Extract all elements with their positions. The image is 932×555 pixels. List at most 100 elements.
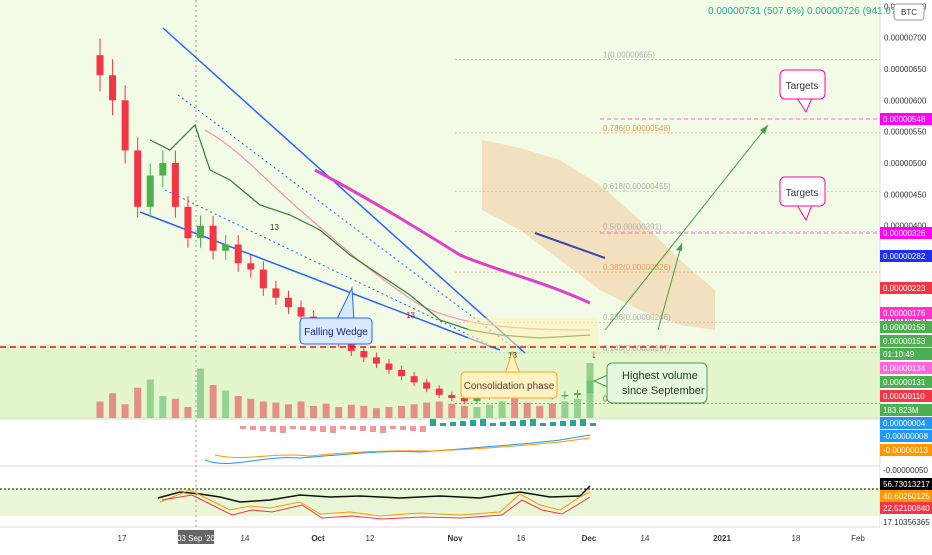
volume-bar bbox=[561, 401, 569, 418]
candle-body bbox=[272, 288, 280, 298]
consolidation-zone bbox=[468, 318, 598, 346]
price-badge-bg bbox=[880, 516, 932, 528]
osc-bar bbox=[530, 419, 536, 426]
candle-body bbox=[423, 382, 431, 389]
osc-bar bbox=[590, 423, 596, 426]
candle-body bbox=[398, 369, 406, 377]
volume-bar bbox=[523, 402, 531, 418]
price-badge: 183.823M bbox=[883, 406, 919, 415]
price-badge: 0.00000004 bbox=[883, 419, 926, 428]
candle-body bbox=[234, 244, 242, 264]
falling-wedge-label: Falling Wedge bbox=[304, 327, 368, 338]
price-badge: 0.00000110 bbox=[883, 392, 925, 401]
price-badge-bg bbox=[880, 502, 932, 514]
volume-bar bbox=[197, 368, 205, 418]
volume-bar bbox=[360, 405, 368, 418]
price-badge-bg bbox=[880, 362, 932, 374]
candle-body bbox=[247, 263, 255, 270]
volume-bar bbox=[247, 398, 255, 418]
price-axis[interactable]: 0.000007500.000007000.000006500.00000600… bbox=[884, 2, 927, 324]
price-badge: 0.00000548 bbox=[883, 115, 926, 124]
volume-bar bbox=[372, 408, 380, 418]
price-tick-label: 0.00000650 bbox=[884, 65, 927, 74]
osc-bar bbox=[390, 426, 396, 429]
volume-bar bbox=[335, 407, 343, 418]
candle-body bbox=[473, 396, 481, 402]
price-badge-bg bbox=[880, 227, 932, 239]
falling-wedge-callout[interactable]: Falling Wedge bbox=[299, 286, 373, 345]
price-tick-label: 0.00000400 bbox=[884, 222, 927, 231]
symbol-badge: BTC bbox=[901, 8, 917, 17]
price-tick-label: 0.00000700 bbox=[884, 34, 927, 43]
osc-bar bbox=[430, 419, 436, 426]
price-badge-bg bbox=[880, 444, 932, 456]
price-tick-label: 0.00000450 bbox=[884, 190, 927, 199]
osc-bar bbox=[460, 421, 466, 426]
consolidation-label: Consolidation phase bbox=[464, 381, 555, 392]
candle-body bbox=[222, 244, 230, 251]
fib-level-label: 0.148(0.00000197) bbox=[603, 344, 671, 353]
volume-bar bbox=[573, 398, 581, 418]
osc-bar bbox=[250, 426, 256, 430]
volume-bar bbox=[134, 387, 142, 418]
volume-bar bbox=[310, 405, 318, 418]
volume-bar bbox=[435, 401, 443, 418]
price-tick-label: 0.00000600 bbox=[884, 96, 927, 105]
projection-arrowhead-long bbox=[760, 125, 768, 134]
candle-body bbox=[284, 297, 292, 308]
price-badge-bg bbox=[880, 376, 932, 388]
osc-bar bbox=[380, 426, 386, 433]
price-badge-bg bbox=[880, 282, 932, 294]
osc-bar bbox=[260, 426, 266, 431]
volume-bar bbox=[284, 404, 292, 418]
osc-bar bbox=[410, 426, 416, 431]
volume-bar bbox=[171, 398, 179, 418]
osc-bar bbox=[310, 426, 316, 431]
projection-arrowhead-short bbox=[676, 243, 682, 251]
volume-bar bbox=[234, 396, 242, 418]
time-axis[interactable]: 17 03 Sep '20 14 Oct 12 Nov 16 Dec 14 2021 18 Feb bbox=[118, 530, 866, 544]
candle-body bbox=[184, 206, 192, 239]
price-tick-label: 0.00000500 bbox=[884, 159, 927, 168]
candle-body bbox=[372, 357, 380, 364]
time-axis-label: Dec bbox=[582, 534, 597, 543]
price-badge: 0.00000158 bbox=[883, 323, 926, 332]
fib-level-label: 0.382(0.00000326) bbox=[603, 263, 671, 272]
time-axis-label: Nov bbox=[447, 534, 463, 543]
candle-body bbox=[460, 398, 468, 402]
targets-callout-mid[interactable]: Targets bbox=[779, 176, 826, 222]
time-axis-highlight bbox=[178, 530, 214, 544]
volume-bar bbox=[511, 396, 519, 418]
symbol-badge-box[interactable] bbox=[893, 3, 925, 21]
volume-bar bbox=[485, 404, 493, 418]
time-axis-label: 17 bbox=[118, 534, 127, 543]
volume-bar bbox=[398, 405, 406, 418]
consolidation-callout[interactable]: Consolidation phase bbox=[460, 350, 558, 399]
stoch-line-black bbox=[157, 485, 591, 503]
highest-volume-callout[interactable]: Highest volume since September bbox=[592, 362, 708, 404]
time-axis-label: 18 bbox=[792, 534, 801, 543]
candle-body bbox=[360, 351, 368, 358]
candle-body bbox=[134, 150, 142, 207]
candle-body bbox=[159, 162, 167, 176]
targets-callout-top[interactable]: Targets bbox=[779, 69, 826, 114]
price-badge-bg bbox=[880, 307, 932, 319]
volume-bars bbox=[96, 363, 594, 418]
projection-arrow-short bbox=[657, 242, 683, 331]
volume-bar bbox=[473, 407, 481, 418]
time-axis-label: 03 Sep '20 bbox=[177, 534, 216, 543]
volume-bar bbox=[96, 401, 104, 418]
down-arrow-marker: ↓ bbox=[591, 347, 597, 361]
osc-bar bbox=[440, 423, 446, 426]
price-badge-bg bbox=[880, 490, 932, 502]
targets-label: Targets bbox=[786, 81, 819, 92]
price-badge-bg bbox=[880, 250, 932, 262]
volume-bar bbox=[121, 404, 129, 418]
volume-bar bbox=[159, 396, 167, 418]
price-badge-bg bbox=[880, 464, 932, 476]
volume-bar bbox=[184, 407, 192, 418]
volume-bar bbox=[586, 363, 594, 418]
fib-level-label: 0.5(0.00000391) bbox=[603, 222, 662, 231]
osc-bar bbox=[360, 426, 366, 431]
